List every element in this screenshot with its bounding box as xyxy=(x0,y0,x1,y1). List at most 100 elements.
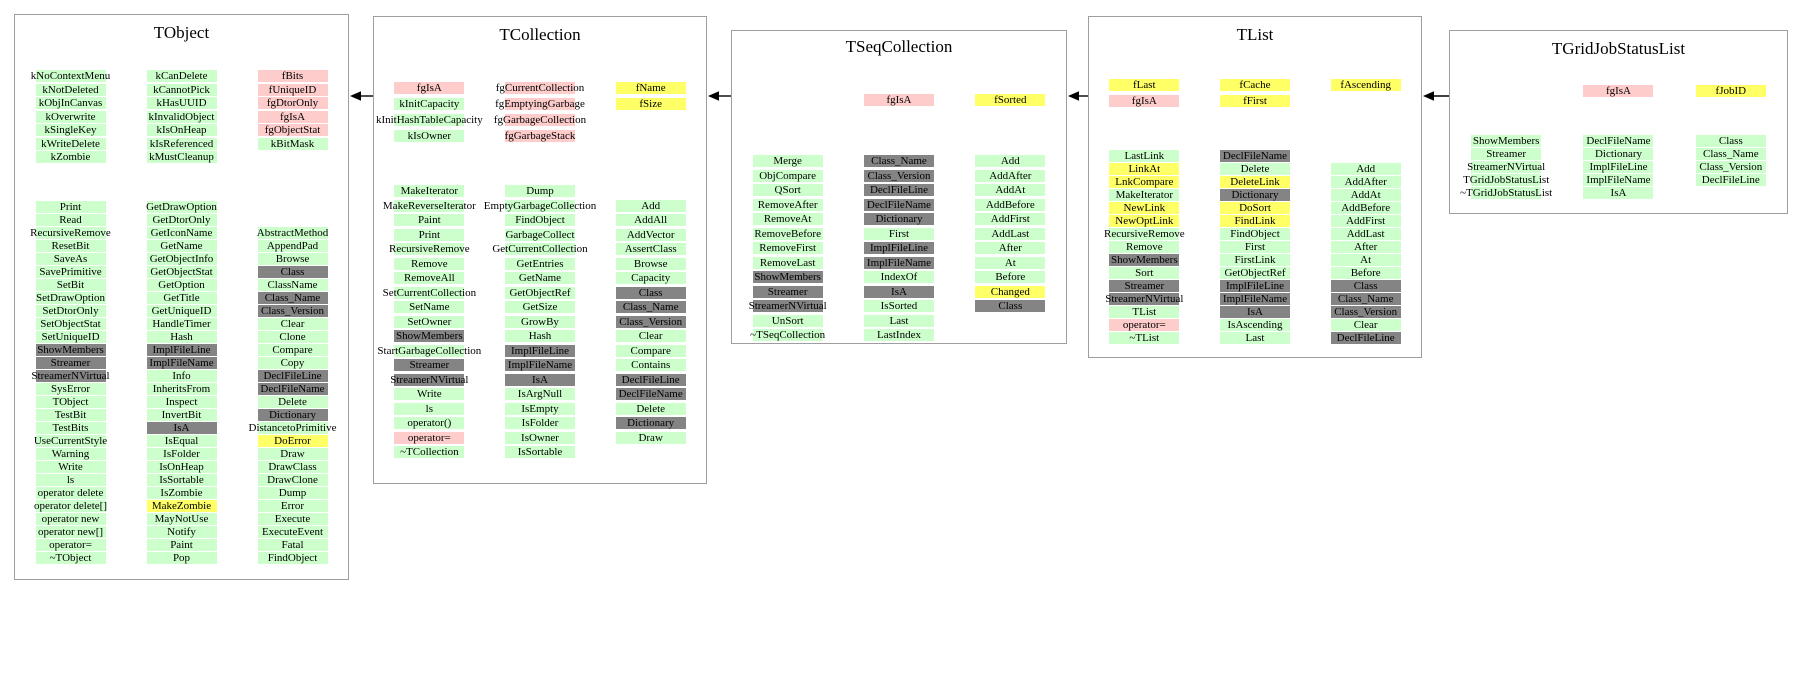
member-label: kHasUUID xyxy=(156,97,207,109)
method-cell: MakeIterator xyxy=(1109,189,1180,201)
method-cell: UseCurrentStyle xyxy=(34,435,107,447)
member-cell: fBits xyxy=(257,70,328,82)
method-label: Changed xyxy=(990,285,1030,298)
method-cell: IsFolder xyxy=(146,448,217,460)
method-label: Class_Name xyxy=(264,292,321,304)
method-label: AddAfter xyxy=(989,169,1032,182)
method-cell: InheritsFrom xyxy=(146,383,217,395)
method-cell: SetDrawOption xyxy=(35,292,106,304)
member-cell: fUniqueID xyxy=(257,83,328,96)
method-label: Streamer xyxy=(767,285,808,298)
methods-section: Print Read RecursiveRemove ResetBit SaveAs Sa… xyxy=(15,201,348,565)
method-cell: DeclFileName xyxy=(1220,150,1290,162)
method-cell: DeclFileName xyxy=(863,198,934,211)
method-label: IsA xyxy=(891,285,907,298)
method-label: SetCurrentCollection xyxy=(382,286,477,299)
methods-column: Merge ObjCompare QSort RemoveAfter RemoveAt R… xyxy=(732,155,843,344)
member-cell: fgGarbageCollection xyxy=(494,114,586,126)
member-label: kIsReferenced xyxy=(149,137,214,150)
method-cell: DeclFileLine xyxy=(863,184,934,196)
member-label: fgIsA xyxy=(279,110,306,123)
member-label: fUniqueID xyxy=(268,83,317,96)
method-cell: GetSize xyxy=(505,301,575,313)
method-cell: RecursiveRemove xyxy=(1104,228,1185,240)
method-label: FindObject xyxy=(1230,228,1280,240)
method-cell: Paint xyxy=(394,214,465,226)
method-cell: IsA xyxy=(1220,306,1290,318)
method-cell: QSort xyxy=(752,184,823,196)
method-cell: Remove xyxy=(1109,241,1180,253)
member-label: kZombie xyxy=(50,151,91,163)
member-cell: kHasUUID xyxy=(146,97,217,109)
method-cell: Pop xyxy=(146,552,217,564)
method-cell: GetCurrentCollection xyxy=(492,243,588,255)
method-cell: Browse xyxy=(615,257,686,270)
method-cell: GetObjectRef xyxy=(505,286,575,299)
members-column: kCanDelete kCannotPick kHasUUID kInvalidObj… xyxy=(126,70,237,165)
method-cell: IsSortable xyxy=(505,446,575,458)
method-cell: TGridJobStatusList xyxy=(1463,174,1549,186)
method-label: Dump xyxy=(278,487,307,499)
method-cell: Draw xyxy=(615,431,686,444)
method-label: RecursiveRemove xyxy=(30,227,111,239)
method-cell: Class_Name xyxy=(1695,148,1766,160)
member-cell: fgIsA xyxy=(394,82,465,94)
method-label: Streamer xyxy=(1486,148,1526,160)
method-label: FirstLink xyxy=(1234,254,1276,266)
method-cell: RemoveBefore xyxy=(752,227,823,240)
method-label: GetName xyxy=(518,272,562,284)
method-cell: Streamer xyxy=(35,357,106,369)
method-label: UnSort xyxy=(771,314,804,327)
method-cell: InvertBit xyxy=(146,409,217,421)
member-label: kWriteDelete xyxy=(41,137,100,150)
method-label: GetCurrentCollection xyxy=(492,243,588,255)
method-label: ImplFileName xyxy=(507,359,573,371)
method-label: GetName xyxy=(160,240,203,252)
member-cell: kSingleKey xyxy=(35,124,106,136)
method-label: ~TGridJobStatusList xyxy=(1460,187,1553,199)
method-cell: ObjCompare xyxy=(752,169,823,182)
method-cell: Class xyxy=(615,286,686,299)
method-label: FindLink xyxy=(1234,215,1276,227)
member-label: kOverwrite xyxy=(45,110,96,123)
method-label: Clear xyxy=(280,318,305,330)
method-label: ImplFileName xyxy=(149,357,214,369)
method-label: At xyxy=(1360,254,1372,266)
method-cell: ShowMembers xyxy=(1109,254,1180,266)
method-cell: IsZombie xyxy=(146,487,217,499)
method-label: First xyxy=(1244,241,1266,253)
method-label: ImplFileLine xyxy=(1225,280,1285,292)
inheritance-arrow-icon xyxy=(1068,90,1088,102)
member-label: kInitCapacity xyxy=(399,98,460,110)
method-label: GetDtorOnly xyxy=(152,214,211,226)
method-label: Class_Name xyxy=(1703,148,1759,160)
method-cell: GetDtorOnly xyxy=(146,214,217,226)
method-cell: IsSorted xyxy=(863,300,934,312)
method-cell: operator delete[] xyxy=(34,500,107,512)
method-cell: TList xyxy=(1109,306,1180,318)
method-cell: ResetBit xyxy=(35,240,106,252)
method-cell: AddFirst xyxy=(975,213,1046,225)
method-cell: GetDrawOption xyxy=(146,201,217,213)
member-cell: kOverwrite xyxy=(35,110,106,123)
method-cell: Clear xyxy=(257,318,328,330)
member-label: kCannotPick xyxy=(153,83,210,96)
method-cell: ExecuteEvent xyxy=(257,526,328,538)
method-label: AbstractMethod xyxy=(256,227,329,239)
class-box-tobject: TObject kNoContextMenu kNotDeleted kObjInCa… xyxy=(14,14,349,580)
members-column: fJobID xyxy=(1675,85,1787,98)
method-label: AddBefore xyxy=(1341,202,1391,214)
method-label: IsA xyxy=(1247,306,1263,318)
member-label: fSize xyxy=(639,98,662,110)
method-label: RecursiveRemove xyxy=(389,243,470,255)
method-cell: FindObject xyxy=(1220,228,1290,240)
method-cell: AddLast xyxy=(1330,228,1401,240)
method-label: Dictionary xyxy=(627,417,675,429)
method-label: NewLink xyxy=(1123,202,1166,214)
method-label: Paint xyxy=(418,214,441,226)
method-cell: Class_Version xyxy=(257,305,328,317)
method-label: HandleTimer xyxy=(152,318,211,330)
method-label: Class xyxy=(280,266,305,278)
method-cell: Browse xyxy=(257,253,328,265)
method-cell: StreamerNVirtual xyxy=(1105,293,1183,305)
